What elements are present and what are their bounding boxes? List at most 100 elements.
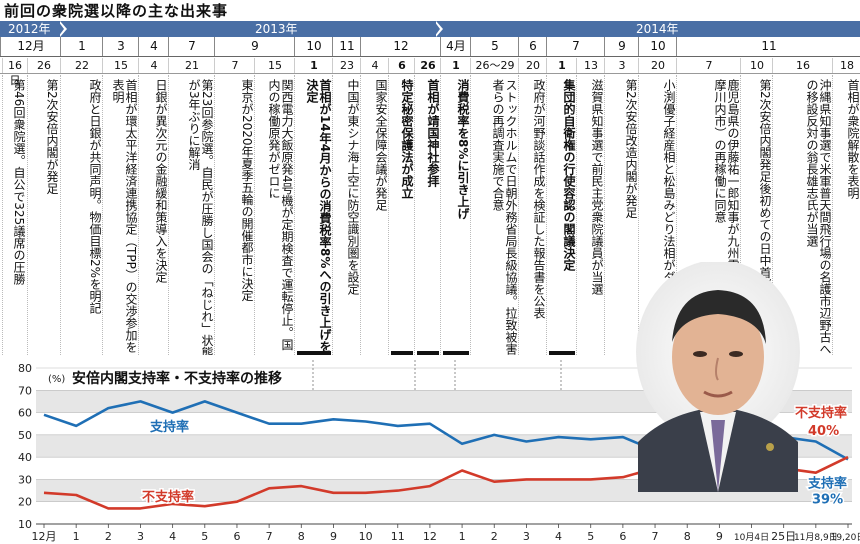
x-tick-label: 4 — [169, 530, 176, 543]
x-tick-label: 6 — [619, 530, 626, 543]
event-text: 滋賀県知事選で前民主党衆院議員が当選 — [590, 79, 604, 295]
event-day: 15 — [254, 58, 295, 73]
event-text: 集団的自衛権の行使容認の閣議決定 — [562, 79, 576, 271]
event-column: 小渕優子経産相と松島みどり法相がダブル辞任 — [638, 75, 677, 355]
series-annotation: 39% — [812, 492, 843, 507]
event-text: 沖縄県知事選で米軍普天間飛行場の名護市辺野古への移設反対の翁長雄志氏が当選 — [805, 79, 832, 355]
y-tick-label: 70 — [18, 384, 32, 397]
event-column: ストックホルムで日朝外務省局長級協議。拉致被害者らの再調査実施で合意 — [470, 75, 519, 355]
x-tick-label: 8 — [684, 530, 691, 543]
x-tick-label: 12 — [423, 530, 437, 543]
x-tick-label: 9 — [330, 530, 337, 543]
event-text: 小渕優子経産相と松島みどり法相がダブル辞任 — [662, 79, 676, 331]
month-label: 6 — [518, 37, 547, 56]
x-tick-label: 6 — [233, 530, 240, 543]
event-text: 消費税率を8%に引き上げ — [456, 79, 470, 220]
month-label: 4月 — [440, 37, 471, 56]
event-column: 首相が14年4月からの消費税率8%への引き上げを決定 — [294, 75, 333, 355]
event-day: 4 — [138, 58, 169, 73]
event-column: 集団的自衛権の行使容認の閣議決定 — [546, 75, 577, 355]
event-day: 16 — [772, 58, 833, 73]
x-tick-label: 3 — [523, 530, 530, 543]
event-day: 23 — [332, 58, 361, 73]
x-tick-label: 19,20日 — [831, 532, 860, 543]
year-label: 2014年 — [636, 22, 679, 36]
y-tick-label: 30 — [18, 473, 32, 486]
x-tick-label: 7 — [652, 530, 659, 543]
event-column: 首相が衆院解散を表明 — [832, 75, 860, 355]
month-label: 3 — [102, 37, 139, 56]
page-title: 前回の衆院選以降の主な出来事 — [4, 2, 229, 20]
month-label: 10 — [294, 37, 333, 56]
event-day: 13 — [576, 58, 605, 73]
month-label: 12 — [360, 37, 441, 56]
month-label: 5 — [470, 37, 519, 56]
y-tick-label: 20 — [18, 496, 32, 509]
event-text: 政府が河野談話作成を検証した報告書を公表 — [532, 79, 546, 319]
y-tick-label: 60 — [18, 407, 32, 420]
event-day: 26 — [414, 58, 441, 73]
event-day: 18 — [832, 58, 860, 73]
x-tick-label: 10 — [359, 530, 373, 543]
divider — [0, 73, 860, 74]
series-annotation: 40% — [808, 424, 839, 439]
month-label: 12月 — [0, 37, 61, 56]
x-tick-label: 25日 — [771, 530, 796, 543]
year-bar: 2012年 2013年 2014年 — [0, 21, 860, 37]
event-column: 第2次安倍改造内閣が発足 — [604, 75, 639, 355]
year-separator-inner — [58, 21, 64, 37]
event-text: 政府と日銀が共同声明。物価目標2%を明記 — [88, 79, 102, 315]
y-tick-label: 80 — [18, 362, 32, 375]
event-text: 日銀が異次元の金融緩和策導入を決定 — [154, 79, 168, 283]
event-column: 東京が2020年夏季五輪の開催都市に決定 — [214, 75, 255, 355]
x-tick-label: 7 — [266, 530, 273, 543]
event-day: 22 — [60, 58, 103, 73]
event-text: 首相が14年4月からの消費税率8%への引き上げを決定 — [305, 79, 332, 353]
event-text: 第2次安倍内閣が発足 — [45, 79, 59, 195]
month-label: 7 — [168, 37, 215, 56]
highlight-bar — [549, 351, 575, 355]
event-text: 東京が2020年夏季五輪の開催都市に決定 — [240, 79, 254, 302]
month-label: 4 — [138, 37, 169, 56]
event-day: 16日 — [2, 58, 27, 87]
x-tick-label: 8 — [298, 530, 305, 543]
event-text: 国家安全保障会議が発足 — [374, 79, 388, 211]
event-column: 政府が河野談話作成を検証した報告書を公表 — [518, 75, 547, 355]
x-tick-label: 9 — [716, 530, 723, 543]
month-label: 11 — [676, 37, 860, 56]
event-column: 首相が環太平洋経済連携協定（TPP）の交渉参加を表明 — [102, 75, 139, 355]
month-label: 11 — [332, 37, 361, 56]
event-text: 第2次安倍内閣発足後初めての日中首脳会談 — [758, 79, 772, 315]
event-text: 首相が靖国神社参拝 — [426, 79, 440, 187]
event-text: 首相が衆院解散を表明 — [846, 79, 860, 199]
x-tick-label: 11月8,9日 — [794, 532, 838, 543]
month-label: 9 — [214, 37, 295, 56]
event-column: 消費税率を8%に引き上げ — [440, 75, 471, 355]
event-column: 中国が東シナ海上空に防空識別圏を設定 — [332, 75, 361, 355]
event-column: 政府と日銀が共同声明。物価目標2%を明記 — [60, 75, 103, 355]
event-day: 1 — [294, 58, 333, 73]
x-tick-label: 5 — [587, 530, 594, 543]
event-day: 20 — [638, 58, 677, 73]
event-day: 15 — [102, 58, 139, 73]
portrait-photo — [636, 262, 800, 492]
x-tick-label: 2 — [105, 530, 112, 543]
event-column: 日銀が異次元の金融緩和策導入を決定 — [138, 75, 169, 355]
event-day: 7 — [676, 58, 741, 73]
event-text: 第2次安倍改造内閣が発足 — [624, 79, 638, 219]
y-tick-label: 50 — [18, 429, 32, 442]
event-day: 6 — [388, 58, 415, 73]
series-annotation: 支持率 — [149, 419, 189, 435]
year-separator-inner — [434, 21, 440, 37]
event-column: 沖縄県知事選で米軍普天間飛行場の名護市辺野古への移設反対の翁長雄志氏が当選 — [772, 75, 833, 355]
x-tick-label: 12月 — [32, 530, 57, 543]
event-column: 関西電力大飯原発4号機が定期検査で運転停止。国内の稼働原発がゼロに — [254, 75, 295, 355]
x-tick-label: 1 — [73, 530, 80, 543]
highlight-bar — [391, 351, 413, 355]
event-day: 20 — [518, 58, 547, 73]
event-day: 26 — [27, 58, 60, 73]
event-column: 特定秘密保護法が成立 — [388, 75, 415, 355]
event-day: 10 — [740, 58, 773, 73]
event-column: 第23回参院選。自民が圧勝し国会の「ねじれ」状態が3年ぶりに解消 — [168, 75, 215, 355]
x-tick-label: 1 — [459, 530, 466, 543]
